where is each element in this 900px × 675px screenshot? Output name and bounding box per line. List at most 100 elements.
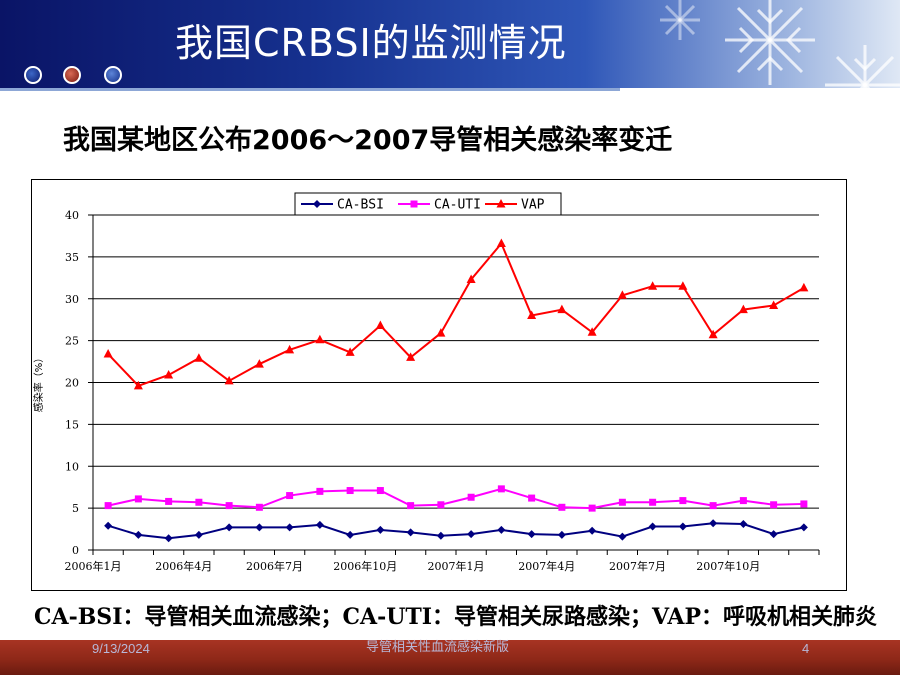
data-point-ca-uti	[407, 502, 415, 510]
y-tick-label: 15	[65, 418, 79, 431]
data-point-vap	[678, 281, 688, 290]
x-tick-label: 2006年1月	[65, 559, 122, 573]
y-tick-label: 5	[72, 502, 79, 515]
data-point-ca-uti	[770, 501, 778, 509]
data-point-vap	[224, 375, 234, 385]
y-tick-label: 35	[65, 251, 79, 264]
y-tick-label: 25	[65, 335, 79, 348]
data-point-vap	[648, 281, 658, 290]
data-point-vap	[496, 238, 506, 247]
data-point-ca-uti	[255, 503, 263, 511]
data-point-vap	[436, 328, 446, 337]
data-point-vap	[103, 349, 113, 358]
data-point-ca-bsi	[346, 530, 355, 539]
data-point-ca-uti	[316, 487, 324, 495]
legend-label-vap: VAP	[521, 198, 545, 213]
bullet-dot-blue-icon-2	[104, 66, 122, 84]
data-point-ca-bsi	[739, 520, 748, 529]
data-point-ca-uti	[165, 497, 173, 505]
slide-title: 我国CRBSI的监测情况	[175, 21, 567, 65]
data-point-ca-uti	[376, 487, 384, 495]
data-point-ca-uti	[134, 495, 142, 503]
series-line-ca-bsi	[107, 522, 805, 540]
data-point-ca-bsi	[497, 525, 506, 534]
data-point-ca-bsi	[799, 523, 808, 532]
data-point-ca-bsi	[376, 525, 385, 534]
footer-date: 9/13/2024	[92, 641, 150, 656]
data-point-ca-bsi	[678, 522, 687, 531]
data-point-ca-uti	[528, 494, 536, 502]
data-point-ca-bsi	[315, 520, 324, 529]
data-point-vap	[345, 347, 355, 356]
footer-bar	[0, 640, 900, 675]
data-point-vap	[587, 327, 597, 336]
data-point-vap	[466, 274, 476, 283]
footer-title: 导管相关性血流感染新版	[366, 640, 510, 655]
data-point-ca-bsi	[557, 530, 566, 539]
legend-marker-ca-uti	[410, 200, 418, 208]
bullet-dot-red-icon	[63, 66, 81, 84]
page-number: 4	[802, 641, 810, 656]
data-point-ca-bsi	[285, 523, 294, 532]
x-tick-label: 2007年4月	[518, 559, 575, 573]
data-point-vap	[194, 353, 204, 362]
title-underline	[0, 88, 620, 91]
data-point-vap	[708, 329, 718, 339]
x-tick-label: 2006年4月	[155, 559, 212, 573]
snowflake-decoration-icon	[660, 0, 900, 88]
data-point-vap	[557, 304, 567, 314]
line-chart: 0 5 10 15 20 25 30 35 40 2006年1月 2006年4月 2006年7月 200…	[32, 192, 820, 573]
data-point-ca-uti	[800, 500, 808, 508]
data-point-ca-bsi	[194, 530, 203, 539]
data-point-vap	[617, 290, 627, 299]
data-point-vap	[164, 369, 174, 379]
y-tick-label: 30	[65, 293, 79, 306]
data-point-ca-uti	[104, 502, 112, 510]
data-point-ca-uti	[558, 503, 566, 511]
data-point-ca-bsi	[527, 530, 536, 539]
data-point-ca-bsi	[618, 532, 627, 541]
data-point-vap	[527, 310, 537, 319]
data-point-ca-uti	[739, 497, 747, 505]
data-point-vap	[133, 380, 143, 390]
series-line-ca-uti	[107, 487, 804, 510]
data-point-ca-uti	[649, 498, 657, 506]
data-point-ca-bsi	[436, 531, 445, 540]
title-bar: 我国CRBSI的监测情况	[0, 0, 900, 88]
x-tick-label: 2007年1月	[428, 559, 485, 573]
data-point-ca-bsi	[467, 530, 476, 539]
bullet-dot-blue-icon	[24, 66, 42, 84]
data-point-ca-uti	[437, 501, 445, 509]
data-point-vap	[375, 320, 385, 330]
data-point-ca-uti	[588, 504, 596, 512]
data-point-vap	[738, 304, 748, 314]
chart-frame: 0 5 10 15 20 25 30 35 40 2006年1月 2006年4月 2006年7月 200…	[31, 179, 847, 591]
data-point-ca-uti	[679, 497, 687, 505]
y-tick-label: 20	[65, 377, 79, 390]
data-point-ca-bsi	[709, 519, 718, 528]
data-point-vap	[406, 352, 416, 361]
data-point-ca-uti	[225, 502, 233, 510]
y-tick-label: 0	[72, 544, 79, 557]
data-point-ca-bsi	[406, 528, 415, 537]
data-point-ca-bsi	[104, 521, 113, 530]
legend-marker-ca-bsi	[313, 200, 321, 208]
data-point-ca-bsi	[164, 534, 173, 543]
data-point-ca-bsi	[769, 530, 778, 539]
data-point-ca-uti	[618, 498, 626, 506]
x-tick-label: 2006年7月	[246, 559, 303, 573]
y-tick-label: 40	[65, 209, 79, 222]
y-tick-label: 10	[65, 460, 79, 473]
data-point-vap	[769, 300, 779, 309]
data-point-vap	[315, 334, 325, 344]
data-point-ca-uti	[286, 492, 294, 500]
y-axis-label: 感染率（%）	[32, 353, 45, 413]
abbreviation-footnote: CA-BSI：导管相关血流感染；CA-UTI：导管相关尿路感染；VAP：呼吸机相…	[34, 604, 878, 630]
legend-label-ca-uti: CA-UTI	[434, 198, 481, 213]
data-point-ca-uti	[467, 493, 475, 501]
chart-subtitle: 我国某地区公布2006～2007导管相关感染率变迁	[63, 125, 673, 156]
legend-marker-vap	[496, 199, 506, 208]
data-point-ca-uti	[195, 498, 203, 506]
x-tick-label: 2007年7月	[609, 559, 666, 573]
data-point-ca-uti	[497, 485, 505, 493]
